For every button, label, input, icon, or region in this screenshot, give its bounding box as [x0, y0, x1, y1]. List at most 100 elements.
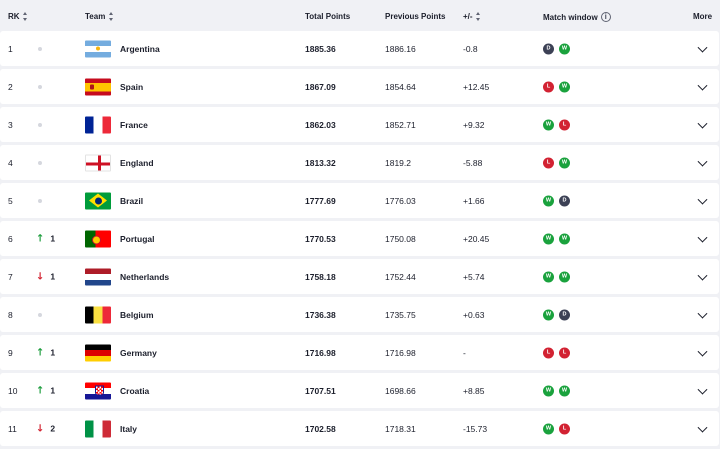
- rank-value: 4: [8, 157, 13, 168]
- previous-points-value: 1819.2: [385, 157, 411, 168]
- argentina-flag-icon: [85, 40, 111, 57]
- portugal-flag-icon: [85, 230, 111, 247]
- rank-value: 5: [8, 195, 13, 206]
- no-change-dot-icon: [38, 198, 42, 203]
- chevron-down-icon[interactable]: [697, 156, 708, 167]
- match-result-badge[interactable]: W: [543, 309, 554, 320]
- team-name[interactable]: Brazil: [120, 195, 144, 206]
- team-column-header[interactable]: Team: [85, 12, 114, 21]
- germany-flag-icon: [85, 344, 111, 361]
- plus-minus-header-label: +/-: [463, 12, 473, 21]
- rank-value: 6: [8, 233, 13, 244]
- previous-points-value: 1752.44: [385, 271, 416, 282]
- previous-points-value: 1854.64: [385, 81, 416, 92]
- previous-points-value: 1735.75: [385, 309, 416, 320]
- chevron-down-icon[interactable]: [697, 232, 708, 243]
- total-points-value: 1867.09: [305, 81, 336, 92]
- table-header: RK Team Total Points Previous Points +/-…: [0, 0, 720, 32]
- croatia-flag-icon: [85, 382, 111, 399]
- match-result-badge[interactable]: W: [543, 385, 554, 396]
- info-icon[interactable]: i: [600, 12, 611, 22]
- rank-column-header[interactable]: RK: [8, 12, 29, 21]
- total-points-value: 1716.98: [305, 347, 336, 358]
- chevron-down-icon[interactable]: [697, 42, 708, 53]
- chevron-down-icon[interactable]: [697, 270, 708, 281]
- chevron-down-icon[interactable]: [697, 422, 708, 433]
- chevron-down-icon[interactable]: [697, 118, 708, 129]
- chevron-down-icon[interactable]: [697, 308, 708, 319]
- match-result-badge[interactable]: D: [543, 43, 554, 54]
- sort-icon[interactable]: [23, 12, 29, 21]
- match-result-badge[interactable]: W: [559, 271, 570, 282]
- match-result-badge[interactable]: W: [559, 157, 570, 168]
- match-result-badge[interactable]: D: [559, 195, 570, 206]
- no-change-dot-icon: [38, 312, 42, 317]
- match-result-badge[interactable]: W: [543, 119, 554, 130]
- no-change-dot-icon: [38, 46, 42, 51]
- match-result-badge[interactable]: L: [543, 347, 554, 358]
- team-name[interactable]: Spain: [120, 81, 144, 92]
- match-result-badge[interactable]: W: [559, 43, 570, 54]
- arrow-down-icon: ↓: [36, 423, 45, 434]
- team-name[interactable]: Netherlands: [120, 271, 170, 282]
- rank-header-label: RK: [8, 12, 20, 21]
- team-name[interactable]: Argentina: [120, 43, 160, 54]
- team-name[interactable]: Germany: [120, 347, 157, 358]
- table-row[interactable]: 7 ↓ 1 Netherlands 1758.18 1752.44 +5.74 …: [0, 259, 719, 294]
- team-name[interactable]: Croatia: [120, 385, 150, 396]
- plus-minus-value: +20.45: [463, 233, 490, 244]
- plus-minus-value: -5.88: [463, 157, 483, 168]
- chevron-down-icon[interactable]: [697, 384, 708, 395]
- match-result-badge[interactable]: D: [559, 309, 570, 320]
- chevron-down-icon[interactable]: [697, 194, 708, 205]
- match-result-badge[interactable]: W: [559, 81, 570, 92]
- rank-value: 9: [8, 347, 13, 358]
- chevron-down-icon[interactable]: [697, 346, 708, 357]
- match-result-badge[interactable]: W: [543, 271, 554, 282]
- sort-icon[interactable]: [108, 12, 114, 21]
- no-change-dot-icon: [38, 122, 42, 127]
- rank-change-value: 1: [50, 385, 56, 396]
- team-name[interactable]: Portugal: [120, 233, 155, 244]
- team-name[interactable]: England: [120, 157, 154, 168]
- match-result-badge[interactable]: W: [559, 385, 570, 396]
- sort-icon[interactable]: [476, 12, 482, 21]
- rank-change-value: 2: [50, 423, 56, 434]
- team-name[interactable]: France: [120, 119, 148, 130]
- team-name[interactable]: Belgium: [120, 309, 154, 320]
- plus-minus-value: +8.85: [463, 385, 485, 396]
- total-points-value: 1813.32: [305, 157, 336, 168]
- match-result-badge[interactable]: W: [543, 233, 554, 244]
- match-result-badge[interactable]: L: [559, 119, 570, 130]
- plus-minus-column-header[interactable]: +/-: [463, 12, 482, 21]
- match-result-badge[interactable]: W: [543, 423, 554, 434]
- france-flag-icon: [85, 116, 111, 133]
- match-result-badge[interactable]: L: [543, 157, 554, 168]
- chevron-down-icon[interactable]: [697, 80, 708, 91]
- match-result-badge[interactable]: L: [543, 81, 554, 92]
- spain-flag-icon: [85, 78, 111, 95]
- total-points-value: 1702.58: [305, 423, 336, 434]
- match-result-badge[interactable]: L: [559, 423, 570, 434]
- match-result-badge[interactable]: W: [559, 233, 570, 244]
- team-name[interactable]: Italy: [120, 423, 138, 434]
- match-result-badge[interactable]: L: [559, 347, 570, 358]
- rank-change: ↓ 1: [36, 271, 55, 282]
- match-result-badge[interactable]: W: [543, 195, 554, 206]
- team-header-label: Team: [85, 12, 106, 21]
